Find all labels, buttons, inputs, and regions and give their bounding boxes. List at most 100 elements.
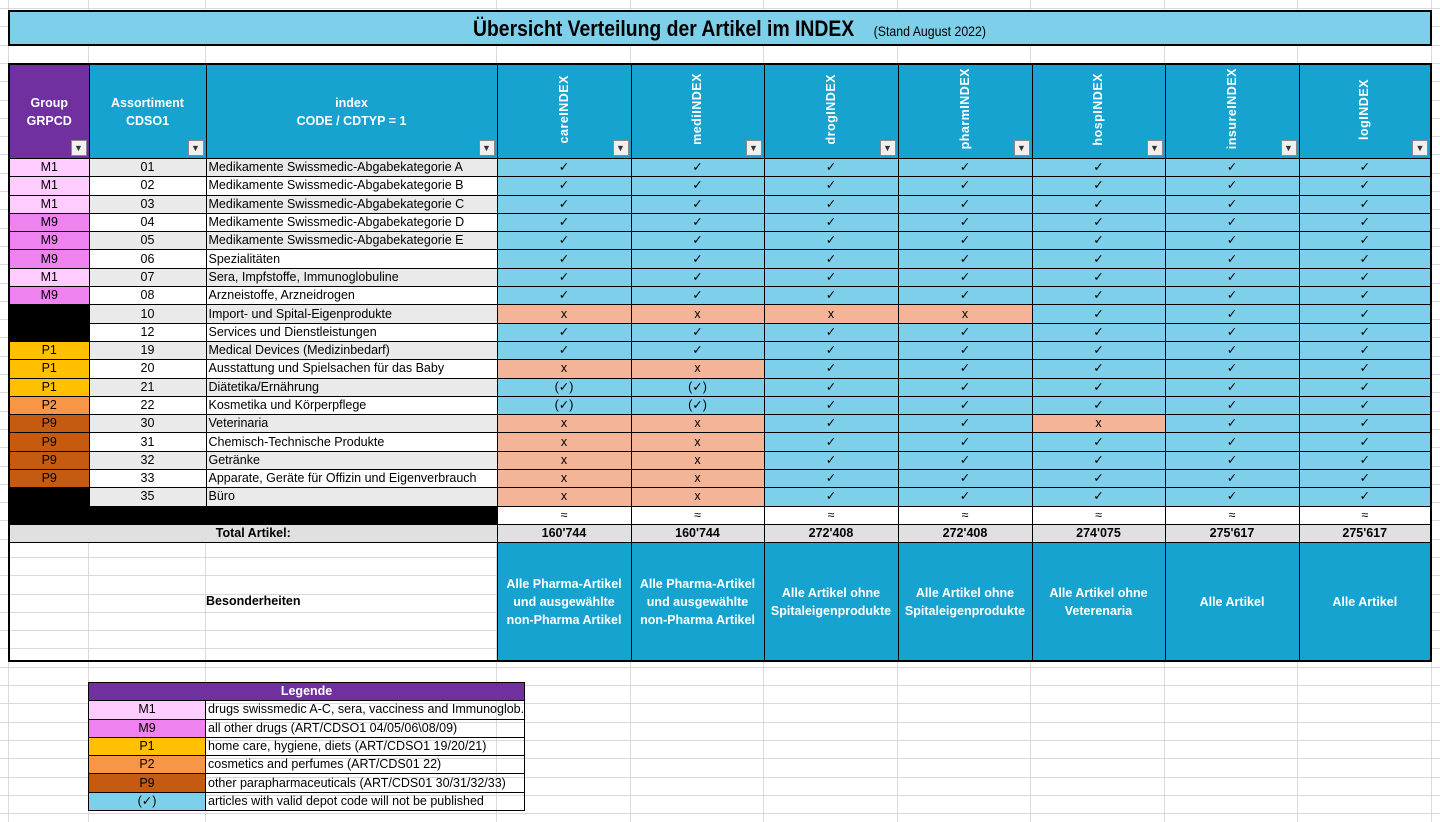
index-mark-cell: ✓: [897, 286, 1033, 306]
index-mark-cell: ✓: [1298, 267, 1432, 288]
index-mark-cell: ✓: [1298, 231, 1432, 251]
index-mark-cell: ✓: [763, 340, 899, 361]
index-mark-cell: ✓: [630, 322, 765, 342]
filter-dropdown-icon[interactable]: ▼: [745, 140, 762, 156]
assortiment-code-cell: 03: [88, 194, 207, 214]
filter-dropdown-icon[interactable]: ▼: [1146, 140, 1163, 156]
note-cell: Alle Pharma-Artikel und ausgewählte non-…: [496, 542, 632, 662]
description-cell: Import- und Spital-Eigenprodukte: [205, 304, 498, 324]
group-cell: M1: [8, 176, 90, 196]
table-row: P9 30 Veterinaria x x ✓ ✓ x ✓ ✓: [8, 414, 1432, 434]
description-cell: Arzneistoffe, Arzneidrogen: [205, 286, 498, 306]
sheet-title: Übersicht Verteilung der Artikel im INDE…: [8, 10, 1432, 46]
index-mark-cell: ✓: [1031, 487, 1166, 507]
index-mark-cell: ✓: [1164, 267, 1300, 288]
grid-line: [0, 722, 1440, 723]
index-mark-cell: ✓: [496, 176, 632, 196]
legend-text: cosmetics and perfumes (ART/CDS01 22): [204, 755, 526, 775]
group-cell: P9: [8, 469, 90, 489]
filter-dropdown-icon[interactable]: ▼: [1412, 140, 1428, 156]
description-cell: Medikamente Swissmedic-Abgabekategorie E: [205, 231, 498, 251]
index-mark-cell: ✓: [630, 267, 765, 288]
filter-dropdown-icon[interactable]: ▼: [1280, 140, 1297, 156]
index-mark-cell: ✓: [1164, 359, 1300, 379]
group-cell: M9: [8, 231, 90, 251]
group-cell: P2: [8, 395, 90, 416]
index-mark-cell: ✓: [1031, 450, 1166, 471]
index-mark-cell: ✓: [763, 212, 899, 233]
index-mark-cell: x: [496, 414, 632, 434]
filter-dropdown-icon[interactable]: ▼: [478, 140, 495, 156]
index-mark-cell: x: [630, 432, 765, 452]
grid-line: [0, 685, 1440, 686]
index-mark-cell: ✓: [1031, 322, 1166, 342]
group-cell: M1: [8, 267, 90, 288]
grid-line: [0, 740, 1440, 741]
index-mark-cell: ✓: [897, 231, 1033, 251]
index-mark-cell: ✓: [1298, 359, 1432, 379]
group-cell: M9: [8, 212, 90, 233]
index-mark-cell: ✓: [897, 359, 1033, 379]
col-header-hospindex-label: hospINDEX: [1091, 72, 1105, 146]
index-mark-cell: x: [496, 359, 632, 379]
col-header-index: index CODE / CDTYP = 1 ▼: [205, 63, 498, 159]
table-row: M1 03 Medikamente Swissmedic-Abgabekategor…: [8, 194, 1432, 214]
index-mark-cell: ✓: [1298, 176, 1432, 196]
legend-item: M1 drugs swissmedic A-C, sera, vacciness …: [88, 700, 526, 720]
col-header-logindex-label: logINDEX: [1357, 78, 1372, 140]
filter-dropdown-icon[interactable]: ▼: [612, 140, 629, 156]
index-mark-cell: ✓: [1298, 432, 1432, 452]
index-mark-cell: ✓: [496, 267, 632, 288]
index-mark-cell: x: [496, 432, 632, 452]
approx-cell: ≈: [1031, 505, 1166, 525]
index-mark-cell: ✓: [897, 469, 1033, 489]
index-mark-cell: ✓: [1031, 231, 1166, 251]
table-row: P1 20 Ausstattung und Spielsachen für das …: [8, 359, 1432, 379]
index-mark-cell: ✓: [1164, 432, 1300, 452]
table-row: P1 21 Diätetika/Ernährung (✓) (✓) ✓ ✓ ✓ ✓ ✓: [8, 377, 1432, 397]
group-cell: M1: [8, 194, 90, 214]
assortiment-code-cell: 22: [88, 395, 207, 416]
group-cell: P1: [8, 340, 90, 361]
note-cell: Alle Artikel ohne Spitaleigenprodukte: [763, 542, 899, 662]
index-mark-cell: ✓: [496, 157, 632, 178]
assortiment-code-cell: 05: [88, 231, 207, 251]
index-mark-cell: ✓: [763, 286, 899, 306]
assortiment-code-cell: 04: [88, 212, 207, 233]
col-header-insureindex-label: insureINDEX: [1224, 68, 1239, 150]
index-mark-cell: ✓: [1164, 377, 1300, 397]
index-mark-cell: ✓: [1298, 157, 1432, 178]
index-mark-cell: (✓): [630, 395, 765, 416]
group-cell: P9: [8, 432, 90, 452]
description-cell: Medical Devices (Medizinbedarf): [205, 340, 498, 361]
assortiment-code-cell: 12: [88, 322, 207, 342]
legend-key: M1: [88, 700, 206, 720]
filter-dropdown-icon[interactable]: ▼: [187, 140, 204, 156]
description-cell: Medikamente Swissmedic-Abgabekategorie C: [205, 194, 498, 214]
index-mark-cell: ✓: [1298, 469, 1432, 489]
index-mark-cell: ✓: [1164, 212, 1300, 233]
index-mark-cell: ✓: [1164, 176, 1300, 196]
index-mark-cell: ✓: [1298, 322, 1432, 342]
index-mark-cell: x: [630, 487, 765, 507]
index-mark-cell: ✓: [1031, 432, 1166, 452]
index-mark-cell: (✓): [630, 377, 765, 397]
title-main: Übersicht Verteilung der Artikel im INDE…: [472, 16, 854, 41]
table-row: P2 22 Kosmetika und Körperpflege (✓) (✓) ✓ ✓ ✓ ✓…: [8, 395, 1432, 416]
description-cell: Büro: [205, 487, 498, 507]
assortiment-code-cell: 31: [88, 432, 207, 452]
index-mark-cell: ✓: [1164, 157, 1300, 178]
index-mark-cell: x: [763, 304, 899, 324]
index-mark-cell: ✓: [763, 469, 899, 489]
legend-key: P2: [88, 755, 206, 775]
index-mark-cell: ✓: [1164, 194, 1300, 214]
index-mark-cell: ✓: [630, 157, 765, 178]
grid-line: [0, 667, 1440, 668]
filter-dropdown-icon[interactable]: ▼: [70, 140, 87, 156]
table-row: 10 Import- und Spital-Eigenprodukte x x x x ✓ ✓…: [8, 304, 1432, 324]
grid-line: [0, 758, 1440, 759]
table-row: 12 Services und Dienstleistungen ✓ ✓ ✓ ✓ ✓ ✓ ✓: [8, 322, 1432, 342]
filter-dropdown-icon[interactable]: ▼: [1013, 140, 1030, 156]
filter-dropdown-icon[interactable]: ▼: [879, 140, 896, 156]
note-cell: Alle Artikel: [1164, 542, 1300, 662]
